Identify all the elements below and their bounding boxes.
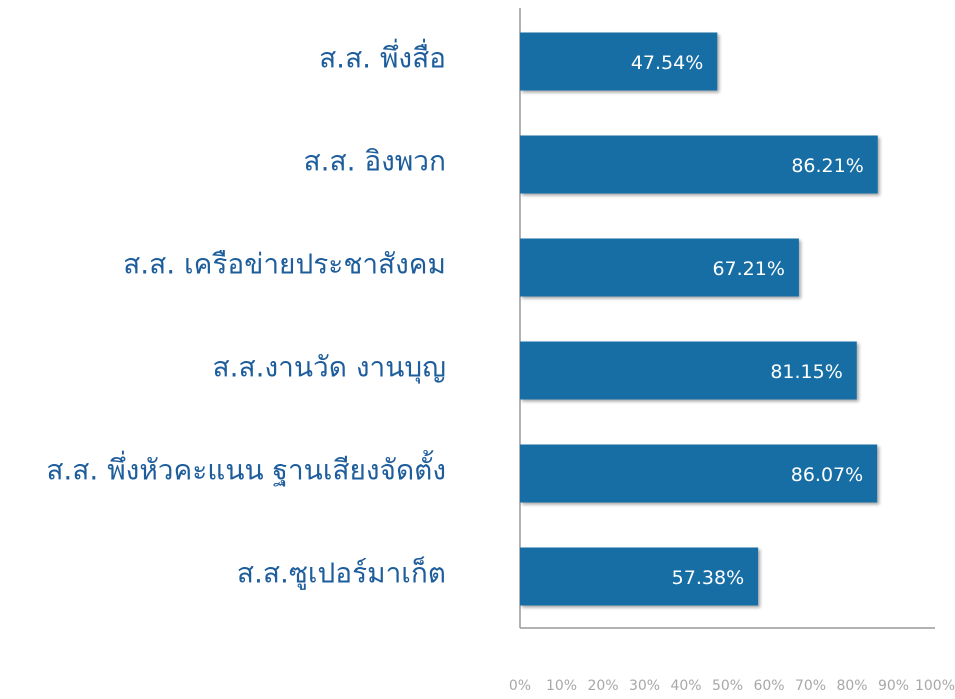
value-label: 81.15% [770,361,842,383]
x-tick-label: 20% [587,678,618,694]
value-label: 86.21% [791,155,863,177]
bar [520,135,878,194]
value-label: 67.21% [712,258,784,280]
x-tick-label: 80% [836,678,867,694]
x-tick-label: 60% [753,678,784,694]
category-label: ส.ส. เครือข่ายประชาสังคม [123,248,446,281]
x-tick-label: 10% [546,678,577,694]
category-label: ส.ส. พึ่งหัวคะแนน ฐานเสียงจัดตั้ง [46,450,446,487]
x-tick-label: 40% [670,678,701,694]
value-label: 86.07% [791,464,863,486]
x-tick-label: 50% [712,678,743,694]
category-label: ส.ส.ซูเปอร์มาเก็ต [237,556,446,591]
value-label: 47.54% [631,52,703,74]
category-label: ส.ส. พึ่งสื่อ [319,39,446,75]
x-tick-label: 100% [915,678,955,694]
bar [520,341,857,400]
x-tick-label: 0% [509,678,531,694]
bar [520,32,718,91]
x-tick-label: 30% [629,678,660,694]
category-label: ส.ส.งานวัด งานบุญ [213,351,447,385]
bar [520,238,799,297]
category-label: ส.ส. อิงพวก [303,145,446,178]
bar [520,444,878,503]
x-tick-label: 90% [878,678,909,694]
x-tick-label: 70% [795,678,826,694]
value-label: 57.38% [672,567,744,589]
bar [520,547,759,606]
